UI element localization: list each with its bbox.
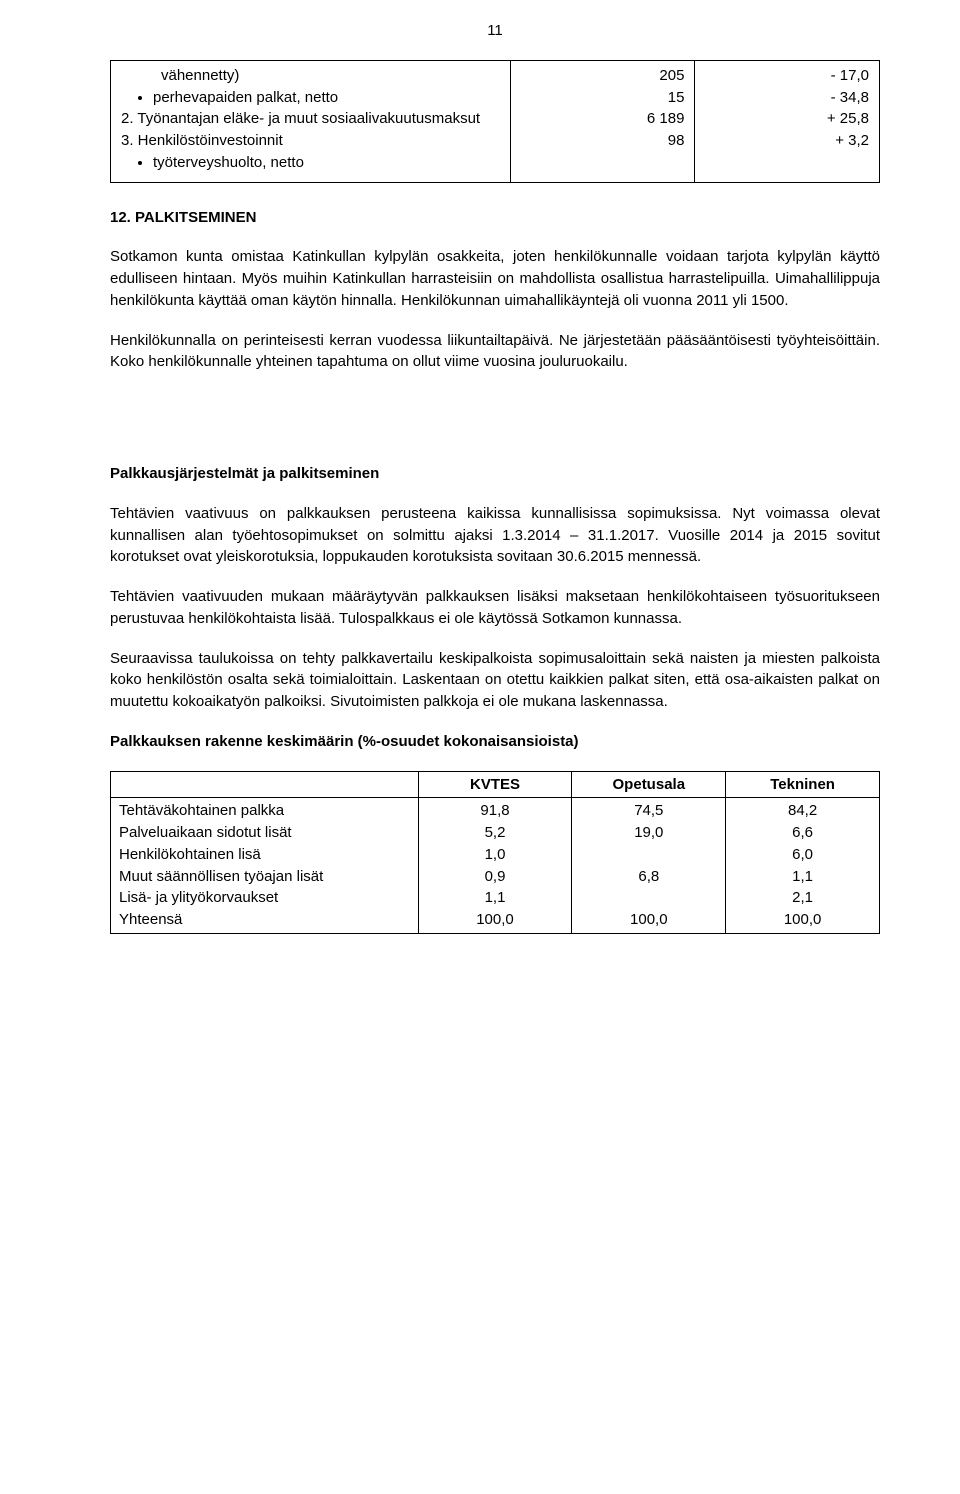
page-number: 11 (110, 20, 880, 42)
cell: 5,2 (427, 822, 564, 844)
cell: 6,6 (734, 822, 871, 844)
col2-val-0: 205 (521, 65, 685, 87)
row-label-4: Lisä- ja ylityökorvaukset (119, 887, 410, 909)
cell: 100,0 (427, 909, 564, 931)
table-row: Tehtäväkohtainen palkka Palveluaikaan si… (111, 798, 880, 934)
col-header-3: Tekninen (726, 771, 880, 798)
cell: 19,0 (580, 822, 717, 844)
section-12-para-1: Sotkamon kunta omistaa Katinkullan kylpy… (110, 246, 880, 311)
cell (580, 844, 717, 866)
bullet-perhevapaiden: perhevapaiden palkat, netto (153, 87, 504, 109)
palkkaus-para-3: Seuraavissa taulukoissa on tehty palkkav… (110, 648, 880, 713)
cell: 100,0 (734, 909, 871, 931)
cell: 1,1 (427, 887, 564, 909)
cell: 100,0 (580, 909, 717, 931)
indent-text: vähennetty) (117, 65, 504, 87)
col3-val-1: - 34,8 (705, 87, 869, 109)
breakdown-table: KVTES Opetusala Tekninen Tehtäväkohtaine… (110, 771, 880, 934)
breakdown-title: Palkkauksen rakenne keskimäärin (%-osuud… (110, 731, 880, 753)
cell: 0,9 (427, 866, 564, 888)
col2-val-3: 6 189 (521, 108, 685, 130)
row-label-1: Palveluaikaan sidotut lisät (119, 822, 410, 844)
row-label-5: Yhteensä (119, 909, 410, 931)
section-12-heading: 12. PALKITSEMINEN (110, 207, 880, 229)
col3-val-5: + 3,2 (705, 130, 869, 152)
cell: 1,0 (427, 844, 564, 866)
col3-val-0: - 17,0 (705, 65, 869, 87)
cell: 6,8 (580, 866, 717, 888)
palkkaus-subheading: Palkkausjärjestelmät ja palkitseminen (110, 463, 880, 485)
col2-val-5: 98 (521, 130, 685, 152)
col-header-2: Opetusala (572, 771, 726, 798)
cell: 2,1 (734, 887, 871, 909)
col-header-1: KVTES (418, 771, 572, 798)
cell: 1,1 (734, 866, 871, 888)
palkkaus-para-1: Tehtävien vaativuus on palkkauksen perus… (110, 503, 880, 568)
cell (580, 887, 717, 909)
col3-val-3: + 25,8 (705, 108, 869, 130)
section-12-para-2: Henkilökunnalla on perinteisesti kerran … (110, 330, 880, 374)
row-label-3: Muut säännöllisen työajan lisät (119, 866, 410, 888)
item-3: 3. Henkilöstöinvestoinnit (117, 130, 504, 152)
cell: 84,2 (734, 800, 871, 822)
cell: 6,0 (734, 844, 871, 866)
table-header-row: KVTES Opetusala Tekninen (111, 771, 880, 798)
col-header-0 (111, 771, 419, 798)
item-2: 2. Työnantajan eläke- ja muut sosiaaliva… (117, 108, 504, 130)
palkkaus-para-2: Tehtävien vaativuuden mukaan määräytyvän… (110, 586, 880, 630)
top-data-table: vähennetty) perhevapaiden palkat, netto … (110, 60, 880, 183)
cell: 74,5 (580, 800, 717, 822)
row-label-0: Tehtäväkohtainen palkka (119, 800, 410, 822)
row-label-2: Henkilökohtainen lisä (119, 844, 410, 866)
bullet-tyoterveys: työterveyshuolto, netto (153, 152, 504, 174)
cell: 91,8 (427, 800, 564, 822)
col2-val-1: 15 (521, 87, 685, 109)
